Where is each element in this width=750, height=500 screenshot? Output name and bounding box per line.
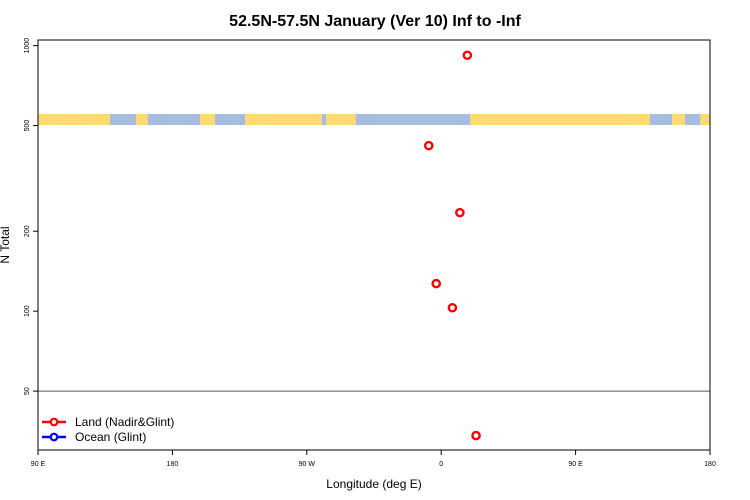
y-tick-label: 200 (24, 225, 31, 237)
data-point (455, 207, 465, 218)
y-tick-label: 1000 (24, 38, 31, 54)
land-segment (672, 114, 685, 125)
land-segment (245, 114, 322, 125)
y-axis-label: N Total (0, 226, 12, 263)
land-segment (38, 114, 110, 125)
x-tick-label: 180 (704, 461, 716, 468)
x-tick-label: 180 (167, 461, 179, 468)
x-tick-label: 90 E (31, 461, 46, 468)
ocean-band (38, 114, 710, 125)
data-point (462, 50, 473, 61)
data-point (431, 278, 442, 289)
x-tick-label: 90 W (299, 461, 316, 468)
chart-title: 52.5N-57.5N January (Ver 10) Inf to -Inf (229, 13, 521, 30)
land-segment (326, 114, 356, 125)
data-points (423, 50, 481, 441)
legend-label: Ocean (Glint) (75, 430, 146, 444)
x-axis: 90 E 180 90 W 0 90 E 180 (31, 450, 716, 468)
plot-frame (37, 39, 711, 451)
data-point (471, 430, 481, 441)
y-tick-label: 100 (24, 305, 31, 317)
legend-marker (49, 432, 59, 442)
data-point (423, 140, 434, 151)
land-segment (200, 114, 215, 125)
x-axis-label: Longitude (deg E) (326, 477, 421, 491)
land-segment (470, 114, 650, 125)
legend: Land (Nadir&Glint)Ocean (Glint) (42, 415, 174, 444)
x-tick-label: 0 (439, 461, 443, 468)
land-ocean-strip (38, 114, 710, 125)
y-tick-label: 50 (24, 387, 31, 395)
land-segment (700, 114, 710, 125)
land-segment (136, 114, 148, 125)
legend-label: Land (Nadir&Glint) (75, 415, 174, 429)
y-tick-label: 500 (24, 120, 31, 132)
data-point (447, 302, 458, 313)
legend-marker (49, 417, 59, 427)
x-tick-label: 90 E (568, 461, 583, 468)
y-axis: 50 100 200 500 1000 (24, 38, 38, 395)
